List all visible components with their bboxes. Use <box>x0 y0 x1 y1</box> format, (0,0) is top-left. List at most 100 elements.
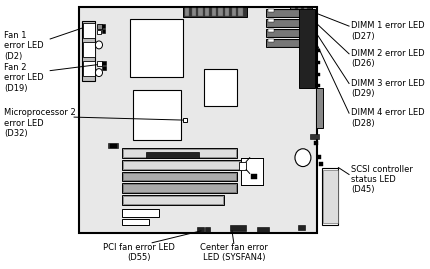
Bar <box>225 8 229 16</box>
Bar <box>307 79 311 82</box>
Bar <box>323 169 338 223</box>
Bar <box>310 134 319 139</box>
Text: DIMM 1 error LED
(D27): DIMM 1 error LED (D27) <box>351 21 424 41</box>
Bar <box>315 49 320 52</box>
Bar <box>301 74 305 77</box>
Bar <box>122 183 237 193</box>
Circle shape <box>295 149 311 167</box>
Bar <box>122 219 149 225</box>
Bar <box>241 158 263 185</box>
Bar <box>203 69 237 106</box>
Bar <box>185 8 189 16</box>
Bar <box>319 162 323 166</box>
Bar <box>315 73 320 76</box>
Text: DIMM 4 error LED
(D28): DIMM 4 error LED (D28) <box>351 108 424 128</box>
Bar <box>231 8 236 16</box>
Bar <box>307 83 311 86</box>
Bar <box>97 24 102 29</box>
Bar <box>101 24 105 28</box>
Text: Microprocessor 2
error LED
(D32): Microprocessor 2 error LED (D32) <box>4 108 76 138</box>
Bar <box>315 84 320 87</box>
Bar <box>266 29 314 37</box>
Bar <box>83 42 95 57</box>
Text: Fan 1
error LED
(D2): Fan 1 error LED (D2) <box>4 31 44 61</box>
Bar <box>108 143 118 148</box>
Bar <box>198 8 203 16</box>
Circle shape <box>95 41 102 49</box>
Bar <box>206 227 210 232</box>
Text: PCI fan error LED
(D55): PCI fan error LED (D55) <box>103 243 175 262</box>
Bar <box>130 19 183 77</box>
Bar <box>301 79 305 82</box>
Circle shape <box>95 69 102 77</box>
Bar <box>110 144 117 148</box>
Text: DIMM 3 error LED
(D29): DIMM 3 error LED (D29) <box>351 79 424 98</box>
Bar <box>123 149 236 157</box>
Bar <box>298 8 301 14</box>
Bar <box>266 39 314 47</box>
Bar <box>268 19 273 22</box>
Bar <box>123 184 236 192</box>
Bar <box>315 61 320 64</box>
Bar <box>183 118 187 122</box>
Bar <box>123 196 223 204</box>
Bar <box>307 69 311 72</box>
Bar <box>292 8 295 14</box>
Bar <box>122 172 237 181</box>
Bar <box>267 30 313 36</box>
Bar <box>230 225 246 231</box>
Bar <box>267 10 313 16</box>
Bar <box>183 7 247 17</box>
Bar <box>218 8 223 16</box>
Bar <box>83 61 95 76</box>
Bar <box>307 64 311 67</box>
Bar <box>252 175 257 179</box>
Bar <box>123 172 236 180</box>
Bar <box>82 21 95 80</box>
Bar <box>268 29 273 32</box>
Bar <box>146 152 199 158</box>
Bar <box>101 29 105 33</box>
Bar <box>97 61 101 66</box>
Bar <box>239 162 246 169</box>
Bar <box>307 74 311 77</box>
Bar <box>266 9 314 17</box>
Bar <box>299 9 315 89</box>
Bar <box>313 141 318 145</box>
Bar <box>266 19 314 27</box>
Bar <box>268 39 273 42</box>
Bar <box>238 8 243 16</box>
Bar <box>290 7 312 15</box>
Bar <box>97 30 101 34</box>
Bar <box>317 155 321 159</box>
Bar <box>132 90 181 140</box>
Bar <box>80 7 317 233</box>
Bar <box>122 209 159 217</box>
Bar <box>122 160 246 169</box>
Bar <box>83 23 95 38</box>
Bar <box>102 61 106 65</box>
Bar <box>301 69 305 72</box>
Bar <box>268 9 273 12</box>
Bar <box>301 64 305 67</box>
Bar <box>192 8 196 16</box>
Bar <box>322 168 338 225</box>
Bar <box>212 8 216 16</box>
Bar <box>257 227 269 232</box>
Bar <box>197 227 203 232</box>
Bar <box>123 161 245 169</box>
Bar <box>205 8 209 16</box>
Text: Center fan error
LED (SYSFAN4): Center fan error LED (SYSFAN4) <box>200 243 268 262</box>
Text: Fan 2
error LED
(D19): Fan 2 error LED (D19) <box>4 63 44 93</box>
Bar <box>298 225 305 230</box>
Text: DIMM 2 error LED
(D26): DIMM 2 error LED (D26) <box>351 49 424 68</box>
Bar <box>301 83 305 86</box>
Bar <box>267 20 313 26</box>
Bar <box>122 195 224 205</box>
Bar <box>267 40 313 46</box>
Bar <box>304 8 307 14</box>
Bar <box>122 148 237 158</box>
Bar <box>102 66 106 70</box>
Text: SCSI controller
status LED
(D45): SCSI controller status LED (D45) <box>351 165 413 194</box>
Bar <box>316 89 323 128</box>
